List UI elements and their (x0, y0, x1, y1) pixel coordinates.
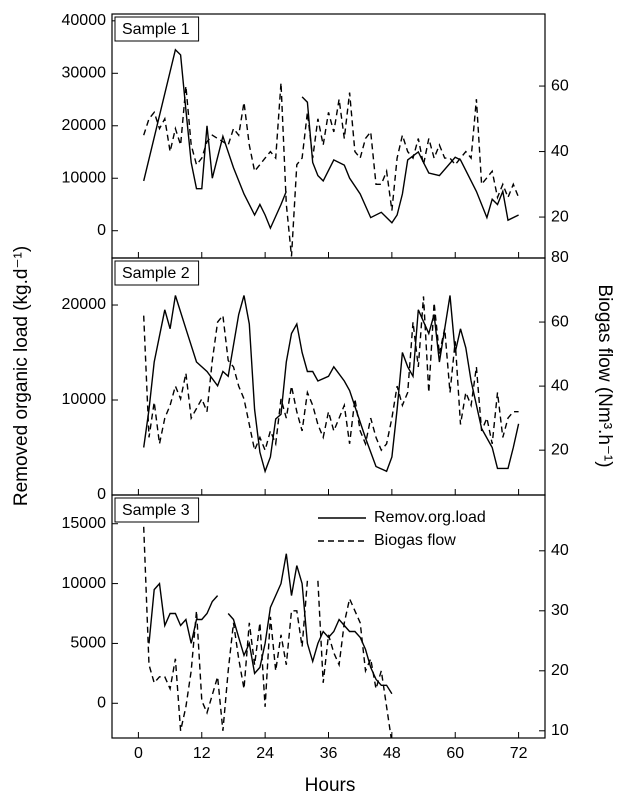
y-tick-label: 40000 (62, 12, 107, 29)
panel-title: Sample 1 (122, 21, 190, 38)
y2-tick-label: 40 (551, 542, 569, 559)
plot-frame (111, 494, 546, 739)
legend-label: Remov.org.load (374, 509, 486, 526)
y-tick-label: 5000 (70, 635, 106, 652)
y-tick-label: 20000 (62, 117, 107, 134)
legend-label: Biogas flow (374, 532, 456, 549)
series-line (143, 48, 519, 230)
y2-tick-label: 30 (551, 602, 569, 619)
series-line (143, 82, 520, 257)
y2-tick-label: 60 (551, 77, 569, 94)
y-axis-label: Removed organic load (kg.d⁻¹) (11, 246, 32, 506)
series-line (148, 553, 393, 695)
x-tick-label: 24 (256, 745, 274, 762)
panel: 0 10000 20000 30000 40000 20 40 60 Sample 1 (62, 12, 569, 259)
y2-tick-label: 20 (551, 441, 569, 458)
panel-title: Sample 3 (122, 502, 190, 519)
y2-tick-label: 20 (551, 208, 569, 225)
x-tick-label: 60 (446, 745, 464, 762)
x-tick-label: 12 (193, 745, 211, 762)
x-tick-label: 72 (510, 745, 528, 762)
x-tick-label: 36 (320, 745, 338, 762)
y-tick-label: 10000 (62, 391, 107, 408)
y-tick-label: 0 (97, 695, 106, 712)
panel: 0 10000 20000 20 40 60 80 Sample 2 (62, 249, 569, 503)
y-tick-label: 20000 (62, 296, 107, 313)
y2-tick-label: 40 (551, 143, 569, 160)
panel-title-box (114, 16, 200, 42)
y2-tick-label: 60 (551, 313, 569, 330)
y2-tick-label: 40 (551, 377, 569, 394)
y-tick-label: 10000 (62, 575, 107, 592)
series-line (143, 295, 520, 474)
x-tick-label: 0 (134, 745, 143, 762)
y-tick-label: 30000 (62, 65, 107, 82)
panel-title-box (114, 497, 200, 523)
y-tick-label: 0 (97, 486, 106, 503)
y-tick-label: 0 (97, 222, 106, 239)
panel-title-box (114, 260, 200, 286)
panel: 0 5000 10000 15000 10 20 30 40 0 12 24 36 48 60 72 Samp… (62, 494, 569, 762)
y-tick-label: 10000 (62, 169, 107, 186)
series-line (143, 526, 392, 738)
panel-title: Sample 2 (122, 265, 190, 282)
y-tick-label: 15000 (62, 515, 107, 532)
y2-tick-label: 10 (551, 722, 569, 739)
x-axis-label: Hours (305, 775, 356, 796)
y2-tick-label: 80 (551, 249, 569, 266)
y2-axis-label: Biogas flow (Nm³.h⁻¹) (594, 284, 615, 467)
series-line (143, 296, 519, 453)
y2-tick-label: 20 (551, 662, 569, 679)
x-tick-label: 48 (383, 745, 401, 762)
